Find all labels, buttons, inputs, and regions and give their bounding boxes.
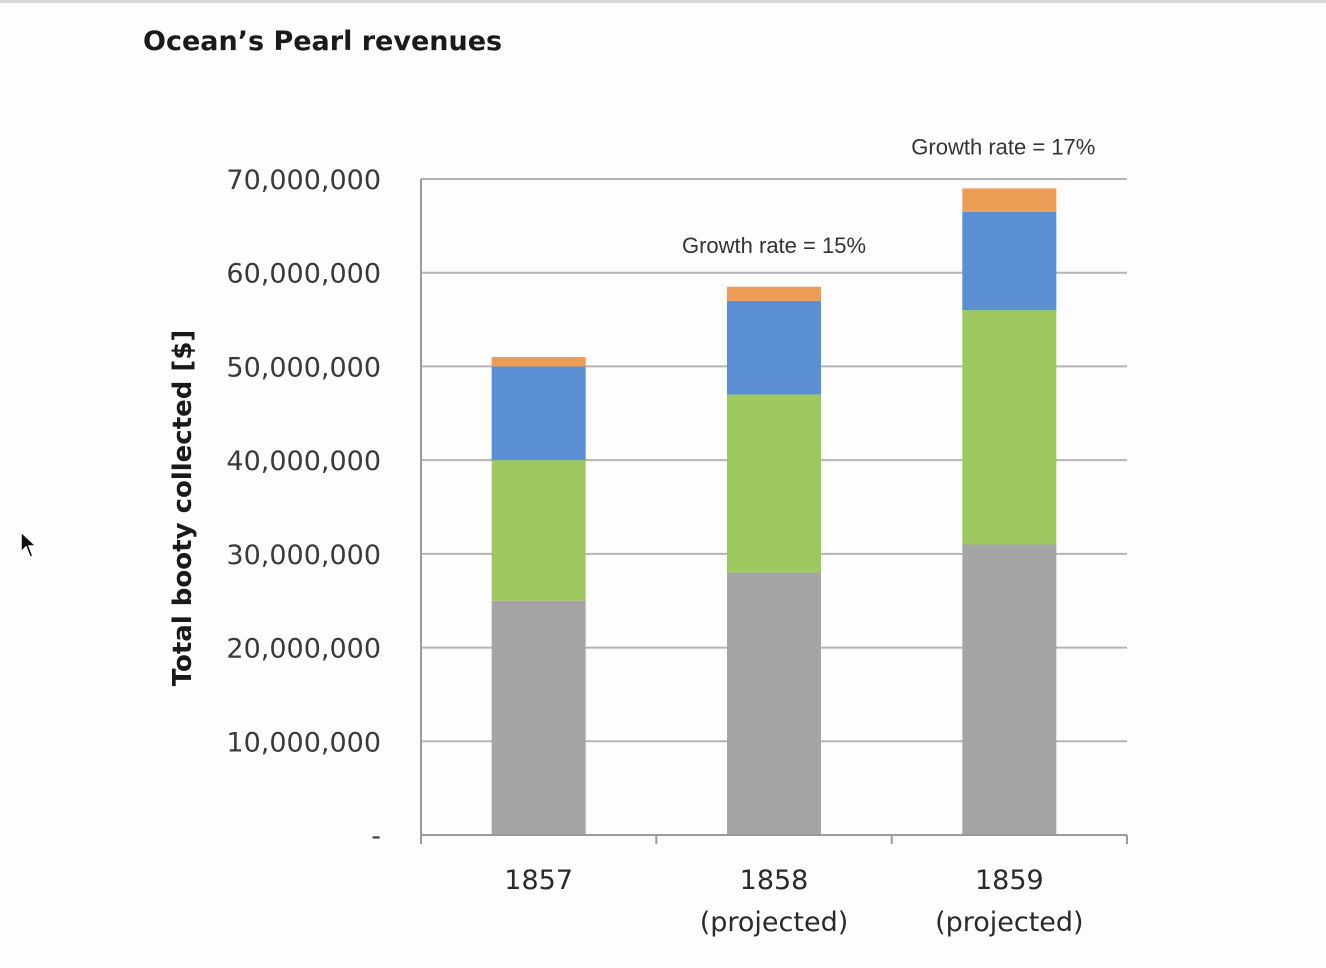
annotations: Growth rate = 15% Growth rate = 17% [682,134,1095,257]
growth-rate-annotation: Growth rate = 15% [682,233,866,258]
bar-segment [491,357,586,367]
bar-segment [491,600,586,835]
y-tick-label: 30,000,000 [226,540,381,571]
page-title: Ocean’s Pearl revenues [143,26,503,57]
x-category-label: 1858 [740,865,809,896]
bar-segment [727,300,821,395]
x-category-sublabel: (projected) [935,907,1084,938]
x-category-sublabel: (projected) [700,907,849,938]
bar-segment [491,366,586,461]
y-tick-labels: - 10,000,000 20,000,000 30,000,000 40,000,00… [226,165,381,852]
bar-segment [962,211,1057,311]
y-tick-label: 60,000,000 [226,259,381,290]
bars [491,188,1057,835]
y-axis-title: Total booty collected [$] [168,330,198,687]
y-tick-label: - [371,821,381,852]
bar-segment [727,572,821,835]
x-category-labels: 1857 1858 (projected) 1859 (projected) [504,865,1083,938]
y-tick-label: 10,000,000 [226,727,381,758]
bar-segment [727,286,821,301]
y-tick-label: 70,000,000 [226,165,381,196]
bar-segment [962,188,1057,212]
y-tick-label: 40,000,000 [226,446,381,477]
x-category-label: 1857 [504,865,573,896]
mouse-pointer-icon [20,531,38,558]
top-border [0,0,1326,3]
y-tick-label: 20,000,000 [226,634,381,665]
growth-rate-annotation: Growth rate = 17% [911,134,1095,159]
bar-segment [962,544,1057,835]
axes [420,179,1128,844]
y-tick-label: 50,000,000 [226,352,381,383]
bar-segment [962,310,1057,545]
x-category-label: 1859 [975,865,1044,896]
bar-segment [491,460,586,601]
bar-segment [727,394,821,573]
